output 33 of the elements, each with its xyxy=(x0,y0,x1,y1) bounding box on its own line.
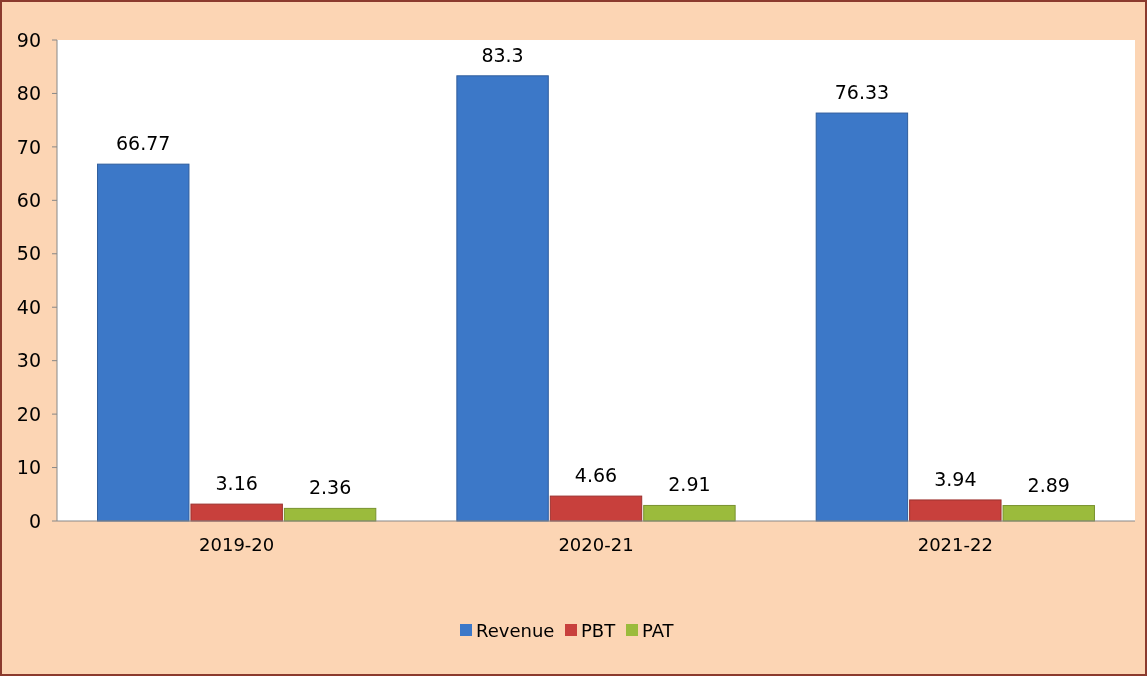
data-label: 3.16 xyxy=(215,472,258,495)
y-tick-label: 0 xyxy=(28,509,41,532)
bar xyxy=(643,504,736,522)
y-tick-label: 80 xyxy=(16,82,41,105)
y-tick-label: 70 xyxy=(16,135,41,158)
data-label: 2.36 xyxy=(308,476,352,499)
y-tick-label: 90 xyxy=(16,28,41,51)
data-label: 4.66 xyxy=(574,464,618,487)
y-tick-label: 20 xyxy=(16,402,41,425)
legend-label: PBT xyxy=(581,620,617,642)
legend-label: Revenue xyxy=(476,620,555,642)
bar xyxy=(190,503,283,522)
bar xyxy=(456,75,549,522)
bar xyxy=(97,163,190,522)
data-label: 2.91 xyxy=(668,473,711,496)
data-label: 2.89 xyxy=(1027,473,1070,496)
bar xyxy=(909,499,1002,522)
y-tick-label: 50 xyxy=(16,242,41,265)
y-tick-label: 60 xyxy=(16,188,41,211)
y-tick-label: 40 xyxy=(16,295,41,318)
legend-label: PAT xyxy=(642,620,675,642)
bar xyxy=(815,112,909,522)
data-label: 3.94 xyxy=(934,467,977,490)
data-label: 76.33 xyxy=(834,81,890,104)
bar xyxy=(1002,505,1095,522)
y-tick-label: 10 xyxy=(16,456,41,479)
x-tick-label: 2019-20 xyxy=(199,534,275,555)
y-tick-label: 30 xyxy=(16,349,41,372)
x-tick-label: 2020-21 xyxy=(558,534,634,555)
x-tick-label: 2021-22 xyxy=(917,534,993,555)
data-label: 66.77 xyxy=(116,132,171,155)
bar xyxy=(549,495,643,522)
data-label: 83.3 xyxy=(481,43,524,66)
